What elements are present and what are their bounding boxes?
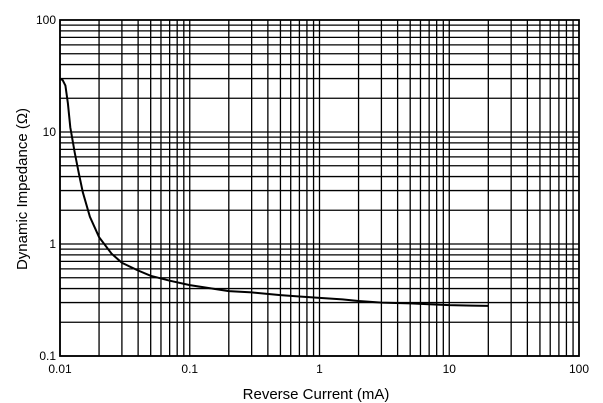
impedance-curve bbox=[59, 77, 489, 307]
y-tick-label: 0.1 bbox=[39, 349, 56, 363]
x-tick-labels: 0.01 0.1 1 10 100 bbox=[48, 362, 589, 376]
y-tick-label: 1 bbox=[49, 237, 56, 251]
y-tick-label: 10 bbox=[43, 125, 57, 139]
y-tick-labels: 100 10 1 0.1 bbox=[36, 13, 56, 363]
y-axis-label: Dynamic Impedance (Ω) bbox=[14, 108, 31, 270]
plot-frame bbox=[59, 19, 580, 357]
y-tick-label: 100 bbox=[36, 13, 56, 27]
x-tick-label: 10 bbox=[443, 362, 457, 376]
x-tick-label: 1 bbox=[316, 362, 323, 376]
x-tick-label: 0.1 bbox=[181, 362, 198, 376]
x-tick-label: 100 bbox=[569, 362, 589, 376]
grid bbox=[59, 20, 579, 357]
x-tick-label: 0.01 bbox=[48, 362, 72, 376]
x-axis-label: Reverse Current (mA) bbox=[243, 386, 390, 403]
